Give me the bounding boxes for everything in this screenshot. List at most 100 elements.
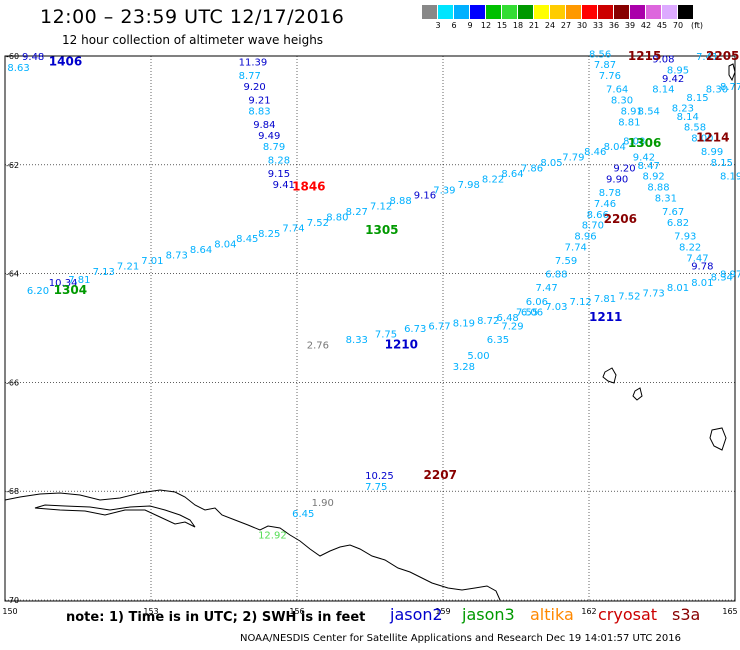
swh-value: 7.73 — [643, 289, 665, 300]
swh-value: 8.23 — [672, 104, 694, 115]
swh-value: 7.64 — [606, 85, 628, 96]
swh-value: 8.19 — [720, 172, 740, 183]
island-4 — [728, 63, 736, 82]
swh-value: 8.04 — [214, 240, 236, 251]
scale-swatch — [454, 5, 470, 19]
swh-value: 8.73 — [166, 251, 188, 262]
swh-value: 7.74 — [282, 223, 304, 234]
swh-value: 8.92 — [643, 172, 665, 183]
swh-value: 7.81 — [594, 294, 616, 305]
swh-value: 7.87 — [594, 60, 616, 71]
swh-value: 8.01 — [667, 283, 689, 294]
swh-value: 8.14 — [652, 85, 674, 96]
swh-value: 6.35 — [487, 335, 509, 346]
scale-label: 12 — [480, 21, 492, 30]
swh-value: 8.58 — [684, 123, 706, 134]
legend-altika: altika — [530, 605, 574, 624]
swh-value: 8.80 — [326, 212, 348, 223]
scale-label: 21 — [528, 21, 540, 30]
pass-time-label: 1210 — [385, 337, 418, 351]
legend-cryosat: cryosat — [598, 605, 657, 624]
scale-label: 30 — [576, 21, 588, 30]
pass-time-label: 1306 — [628, 136, 661, 150]
swh-value: 8.30 — [706, 85, 728, 96]
lon-tick-label: 162 — [581, 607, 596, 616]
swh-value: 8.31 — [655, 193, 677, 204]
swh-value: 8.45 — [236, 234, 258, 245]
swh-value: 8.15 — [711, 158, 733, 169]
swh-value: 6.88 — [545, 270, 567, 281]
scale-swatch — [470, 5, 486, 19]
swh-value: 7.12 — [370, 202, 392, 213]
lat-tick-label: -60 — [6, 52, 19, 61]
swh-value: 8.47 — [638, 161, 660, 172]
pass-time-label: 1214 — [696, 131, 729, 145]
swh-value: 7.01 — [141, 256, 163, 267]
swh-value: 9.48 — [22, 52, 44, 63]
swh-value: 7.52 — [618, 291, 640, 302]
swh-value: 8.54 — [638, 106, 660, 117]
swh-value: 8.99 — [701, 147, 723, 158]
swh-value: 7.76 — [599, 71, 621, 82]
swh-value: 9.20 — [613, 164, 635, 175]
swh-value: 8.77 — [239, 71, 261, 82]
scale-label: 15 — [496, 21, 508, 30]
scale-label: 9 — [467, 21, 473, 30]
pass-time-labels: 1406 1846 1305 1304 1210 1211 2206 1306 1214 1215… — [49, 49, 740, 482]
swh-value: 8.81 — [618, 117, 640, 128]
swh-value: 7.46 — [594, 199, 616, 210]
swh-value: 8.97 — [720, 270, 740, 281]
pass-time-label: 2205 — [706, 49, 739, 63]
swh-value: 8.79 — [263, 142, 285, 153]
swh-value: 8.22 — [679, 242, 701, 253]
swh-value: 9.42 — [662, 74, 684, 85]
lon-tick-label: 150 — [2, 607, 17, 616]
swh-value: 6.73 — [404, 324, 426, 335]
swh-value: 8.66 — [587, 210, 609, 221]
swh-value: 8.01 — [691, 278, 713, 289]
pass-time-label: 2206 — [604, 212, 637, 226]
swh-value: 9.21 — [248, 96, 270, 107]
pass-time-label: 1211 — [589, 310, 622, 324]
swh-values: 9.488.63 11.398.779.209.218.839.849.498.7… — [7, 49, 740, 541]
swh-value: 1.90 — [312, 498, 334, 509]
swh-value: 7.81 — [68, 275, 90, 286]
footer-credit: NOAA/NESDIS Center for Satellite Applica… — [240, 633, 682, 644]
swh-value: 8.91 — [621, 106, 643, 117]
lon-tick-label: 165 — [722, 607, 737, 616]
scale-swatch — [614, 5, 630, 19]
swh-value: 6.45 — [292, 509, 314, 520]
swh-value: 8.04 — [604, 142, 626, 153]
swh-value: 9.41 — [273, 180, 295, 191]
swh-value: 8.25 — [258, 229, 280, 240]
swh-value: 8.64 — [501, 169, 523, 180]
scale-swatch — [550, 5, 566, 19]
coastline-inner — [34, 504, 196, 528]
scale-label: 39 — [624, 21, 636, 30]
swh-value: 8.34 — [711, 272, 733, 283]
pass-time-label: 1406 — [49, 54, 82, 68]
axis-ticks: 150 153 156 159 162 165 -60 -62 -64 -66 -68 -70 — [2, 52, 737, 616]
swh-value: 8.00 — [691, 134, 713, 145]
swh-value: 7.39 — [433, 185, 455, 196]
pass-time-label: 1215 — [628, 49, 661, 63]
swh-value: 8.95 — [667, 66, 689, 77]
swh-value: 8.22 — [482, 174, 504, 185]
scale-swatch — [662, 5, 678, 19]
swh-value: 8.19 — [453, 319, 475, 330]
swh-value: 9.42 — [633, 153, 655, 164]
scale-label: 18 — [512, 21, 524, 30]
coastline — [4, 489, 501, 601]
swh-value: 8.88 — [647, 183, 669, 194]
scale-swatch — [438, 5, 454, 19]
wave-height-color-scale — [422, 5, 694, 19]
scale-label: 24 — [544, 21, 556, 30]
pass-time-label: 1846 — [292, 180, 325, 194]
island-2 — [632, 387, 643, 401]
swh-value: 8.28 — [268, 155, 290, 166]
pass-time-label: 1305 — [365, 223, 398, 237]
island-1 — [602, 367, 617, 384]
legend-s3a: s3a — [672, 605, 700, 624]
swh-value: 7.12 — [570, 297, 592, 308]
swh-value: 6.48 — [497, 313, 519, 324]
